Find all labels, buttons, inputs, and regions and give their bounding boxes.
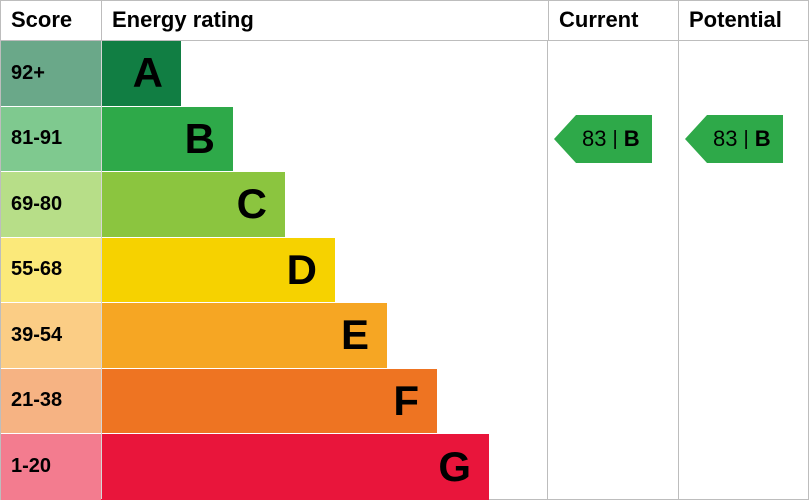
marker-arrow-icon bbox=[685, 115, 707, 163]
band-score-range: 39-54 bbox=[1, 303, 101, 368]
header-potential: Potential bbox=[678, 1, 808, 40]
col-current: 83 | B bbox=[547, 41, 677, 499]
band-letter: C bbox=[237, 180, 267, 228]
header-score: Score bbox=[1, 1, 101, 40]
band-score-range: 21-38 bbox=[1, 369, 101, 434]
band-letter: F bbox=[393, 377, 419, 425]
marker-score: 83 bbox=[713, 126, 737, 152]
band-letter: E bbox=[341, 311, 369, 359]
marker-body: 83 | B bbox=[707, 115, 783, 163]
band-letter: B bbox=[185, 115, 215, 163]
band-score-range: 92+ bbox=[1, 41, 101, 106]
header-row: Score Energy rating Current Potential bbox=[1, 1, 808, 41]
band-score-range: 55-68 bbox=[1, 238, 101, 303]
gridline-score bbox=[101, 41, 102, 499]
marker-letter: B bbox=[755, 126, 771, 152]
band-score-range: 1-20 bbox=[1, 434, 101, 500]
header-rating: Energy rating bbox=[101, 1, 548, 40]
header-current: Current bbox=[548, 1, 678, 40]
band-letter: G bbox=[438, 443, 471, 491]
epc-chart: Score Energy rating Current Potential A9… bbox=[0, 0, 809, 500]
band-letter: D bbox=[287, 246, 317, 294]
col-potential: 83 | B bbox=[678, 41, 808, 499]
marker-score: 83 bbox=[582, 126, 606, 152]
band-score-range: 81-91 bbox=[1, 107, 101, 172]
band-score-range: 69-80 bbox=[1, 172, 101, 237]
marker-letter: B bbox=[624, 126, 640, 152]
marker-body: 83 | B bbox=[576, 115, 652, 163]
current-marker: 83 | B bbox=[554, 115, 652, 163]
marker-separator: | bbox=[743, 128, 748, 151]
marker-arrow-icon bbox=[554, 115, 576, 163]
marker-separator: | bbox=[612, 128, 617, 151]
potential-marker: 83 | B bbox=[685, 115, 783, 163]
band-letter: A bbox=[133, 49, 163, 97]
